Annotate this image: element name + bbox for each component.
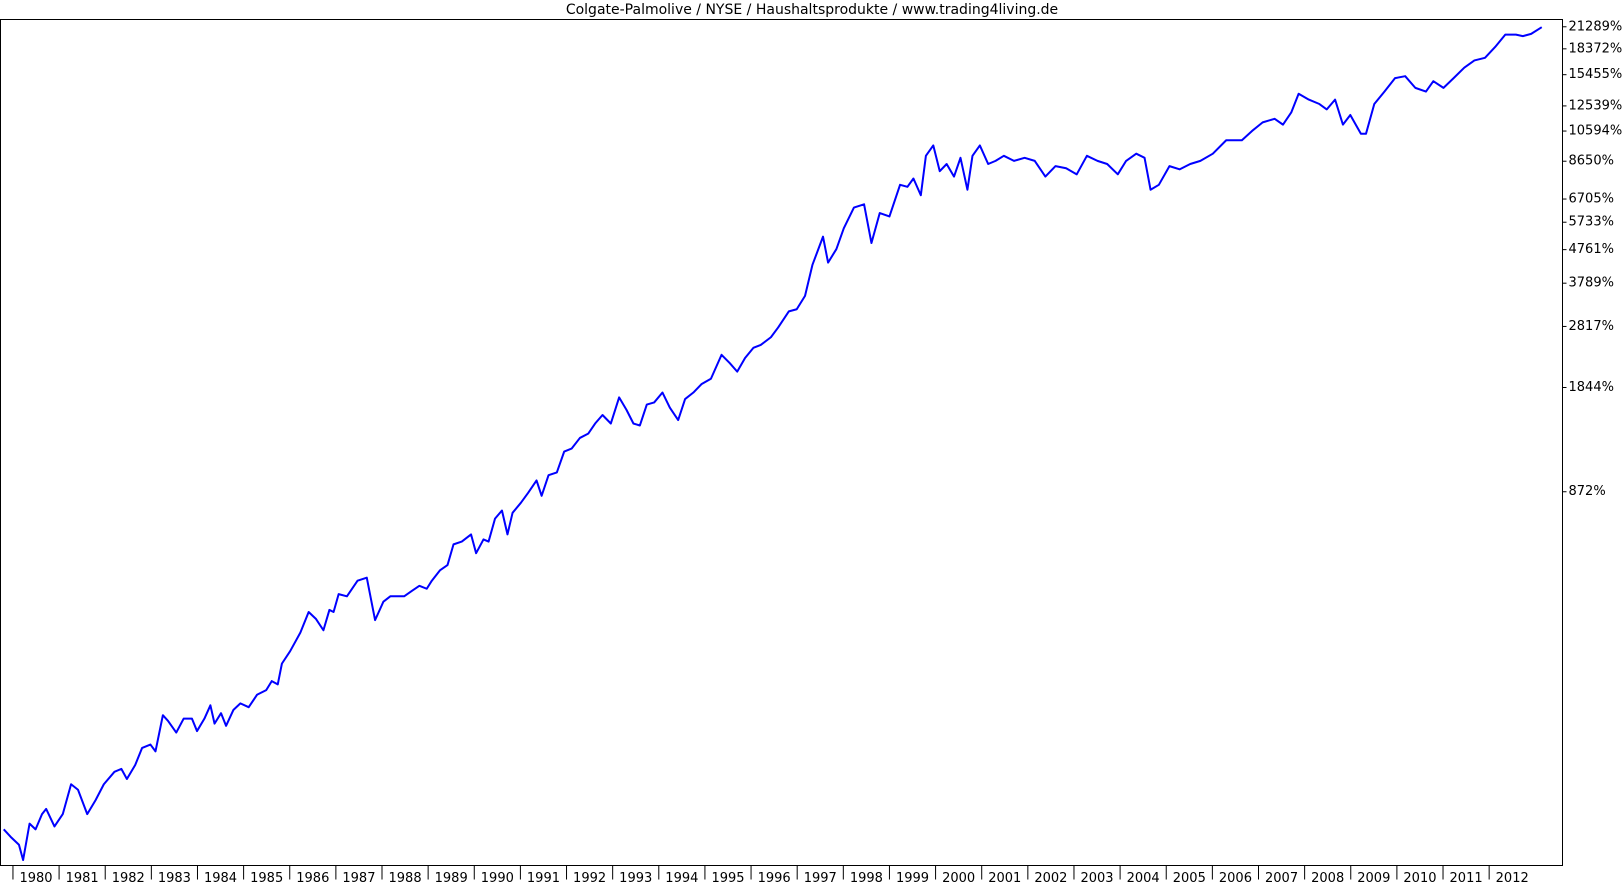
y-tick-label: 12539% <box>1569 98 1623 113</box>
x-tick-label: 1991 <box>527 871 560 886</box>
x-tick-label: 1997 <box>804 871 837 886</box>
chart-title: Colgate-Palmolive / NYSE / Haushaltsprod… <box>566 2 1058 18</box>
x-tick-label: 2008 <box>1311 871 1344 886</box>
y-tick-label: 4761% <box>1569 242 1614 257</box>
x-tick-label: 1998 <box>850 871 883 886</box>
y-tick-label: 15455% <box>1569 67 1623 82</box>
x-tick-label: 1982 <box>112 871 145 886</box>
plot-frame <box>0 19 1563 866</box>
y-tick-label: 5733% <box>1569 215 1614 230</box>
y-tick-label: 1844% <box>1569 380 1614 395</box>
x-tick-label: 2004 <box>1127 871 1160 886</box>
x-tick-label: 1989 <box>435 871 468 886</box>
x-tick-label: 1996 <box>758 871 791 886</box>
x-tick-label: 1988 <box>389 871 422 886</box>
x-tick-label: 2007 <box>1265 871 1298 886</box>
x-tick-label: 2012 <box>1496 871 1529 886</box>
x-tick-label: 1999 <box>896 871 929 886</box>
y-tick-label: 2817% <box>1569 319 1614 334</box>
y-tick-label: 6705% <box>1569 192 1614 207</box>
y-tick-label: 21289% <box>1569 19 1623 34</box>
x-tick-label: 2005 <box>1173 871 1206 886</box>
x-tick-label: 1980 <box>19 871 52 886</box>
x-tick-label: 2003 <box>1080 871 1113 886</box>
x-tick-label: 2011 <box>1450 871 1483 886</box>
x-tick-label: 1992 <box>573 871 606 886</box>
x-tick-label: 2001 <box>988 871 1021 886</box>
x-tick-label: 2010 <box>1403 871 1436 886</box>
x-tick-label: 1983 <box>158 871 191 886</box>
x-tick-label: 2000 <box>942 871 975 886</box>
x-tick-label: 1987 <box>342 871 375 886</box>
price-line <box>2 26 1543 862</box>
x-tick-label: 1993 <box>619 871 652 886</box>
x-tick-label: 2006 <box>1219 871 1252 886</box>
x-tick-label: 1986 <box>296 871 329 886</box>
y-tick-label: 10594% <box>1569 124 1623 139</box>
y-tick-label: 3789% <box>1569 276 1614 291</box>
x-tick-label: 2009 <box>1357 871 1390 886</box>
x-tick-label: 1984 <box>204 871 237 886</box>
x-tick-label: 1990 <box>481 871 514 886</box>
y-tick-label: 18372% <box>1569 41 1623 56</box>
x-tick-label: 1994 <box>665 871 698 886</box>
x-tick-label: 1995 <box>711 871 744 886</box>
x-tick-label: 1981 <box>66 871 99 886</box>
x-tick-label: 1985 <box>250 871 283 886</box>
y-tick-label: 872% <box>1569 484 1606 499</box>
x-tick-label: 2002 <box>1034 871 1067 886</box>
y-tick-label: 8650% <box>1569 154 1614 169</box>
